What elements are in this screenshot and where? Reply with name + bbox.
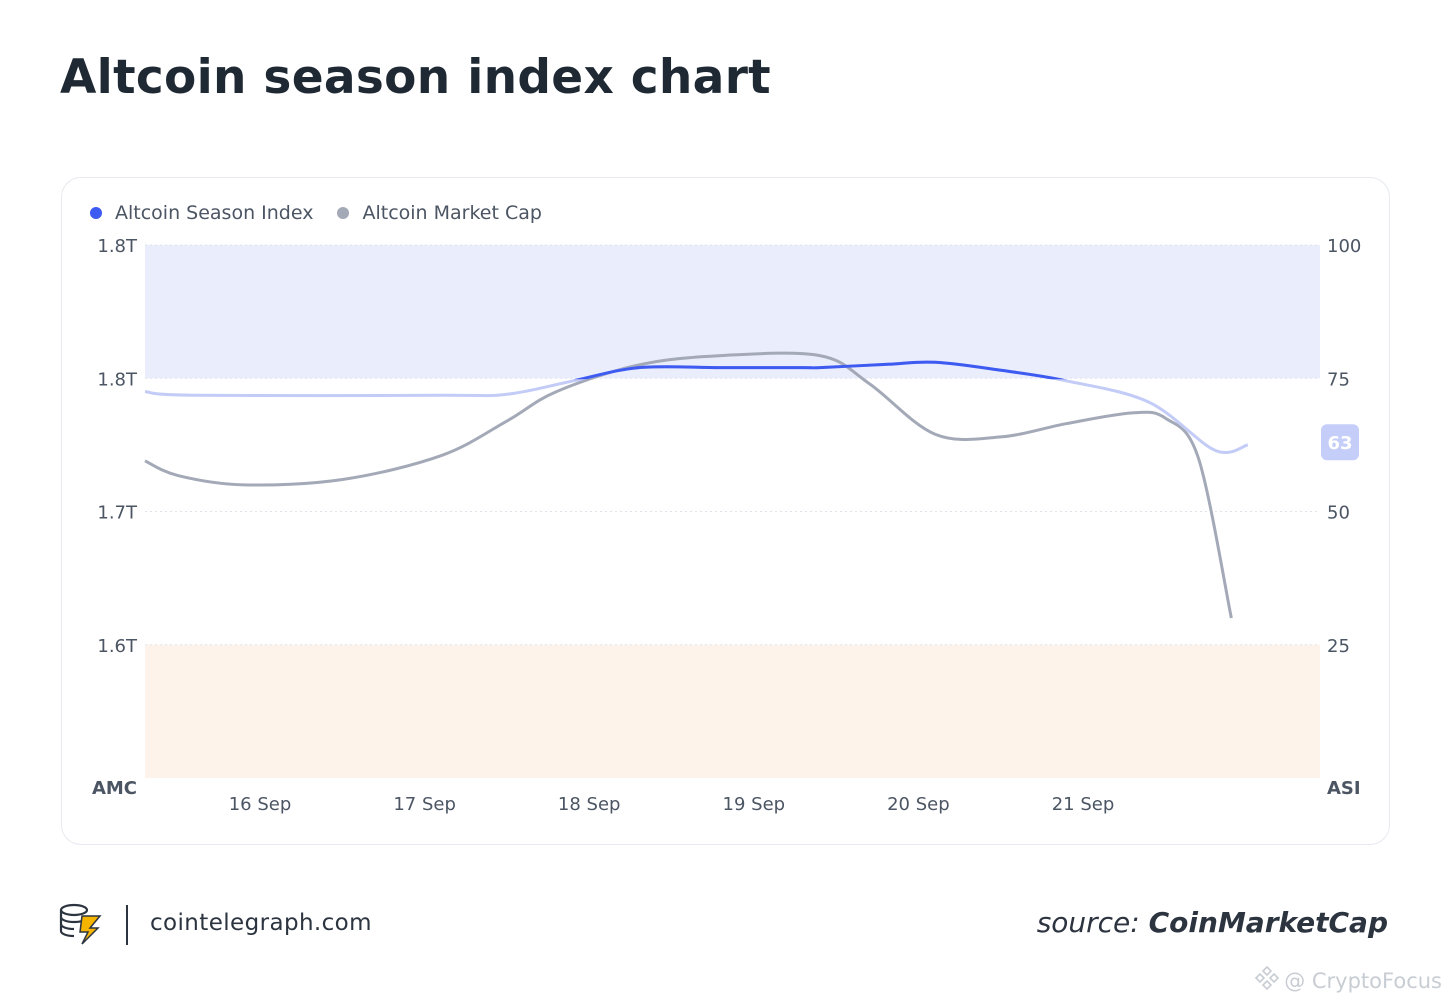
source-name: CoinMarketCap bbox=[1148, 906, 1388, 939]
x-tick-label: 21 Sep bbox=[1052, 794, 1115, 815]
left-tick-label: 1.8T bbox=[97, 236, 138, 257]
left-axis-title: AMC bbox=[92, 778, 137, 799]
source-credit: source: CoinMarketCap bbox=[1037, 906, 1388, 939]
source-label: source: bbox=[1036, 906, 1140, 939]
footer-divider bbox=[126, 905, 128, 945]
legend-dot-icon bbox=[337, 207, 350, 219]
legend-item-altcoin-season-index[interactable]: Altcoin Season Index bbox=[90, 202, 313, 224]
legend-item-altcoin-market-cap[interactable]: Altcoin Market Cap bbox=[337, 202, 542, 224]
altseason-band bbox=[145, 245, 1320, 379]
site-url[interactable]: cointelegraph.com bbox=[150, 910, 372, 936]
watermark-logo-icon bbox=[1254, 965, 1280, 996]
left-tick-label: 1.7T bbox=[97, 503, 138, 524]
legend-label: Altcoin Season Index bbox=[115, 202, 314, 224]
legend-label: Altcoin Market Cap bbox=[362, 202, 542, 224]
bitcoin-season-band bbox=[145, 644, 1320, 778]
x-tick-label: 16 Sep bbox=[229, 794, 292, 815]
right-tick-label: 75 bbox=[1327, 369, 1350, 390]
x-tick-label: 20 Sep bbox=[887, 794, 950, 815]
chart-legend: Altcoin Season Index Altcoin Market Cap bbox=[90, 202, 542, 224]
legend-dot-icon bbox=[90, 207, 102, 219]
right-tick-label: 50 bbox=[1327, 503, 1350, 524]
right-tick-label: 100 bbox=[1327, 236, 1361, 257]
x-tick-label: 18 Sep bbox=[558, 794, 621, 815]
current-value-label: 63 bbox=[1327, 433, 1352, 454]
watermark: @ CryptoFocus bbox=[1254, 965, 1442, 996]
right-axis-title: ASI bbox=[1327, 778, 1361, 799]
series-line-altcoin-market-cap bbox=[144, 351, 1233, 619]
series-line-altcoin-season-index-highlight bbox=[573, 360, 1067, 380]
right-tick-label: 25 bbox=[1327, 636, 1350, 657]
coin-stack-logo-icon bbox=[58, 902, 104, 950]
left-tick-label: 1.8T bbox=[97, 369, 138, 390]
page-title: Altcoin season index chart bbox=[60, 50, 771, 105]
current-value-badge bbox=[1321, 424, 1359, 461]
x-tick-label: 17 Sep bbox=[393, 794, 456, 815]
left-tick-label: 1.6T bbox=[97, 636, 138, 657]
x-tick-label: 19 Sep bbox=[723, 794, 786, 815]
watermark-text: @ CryptoFocus bbox=[1284, 968, 1442, 993]
